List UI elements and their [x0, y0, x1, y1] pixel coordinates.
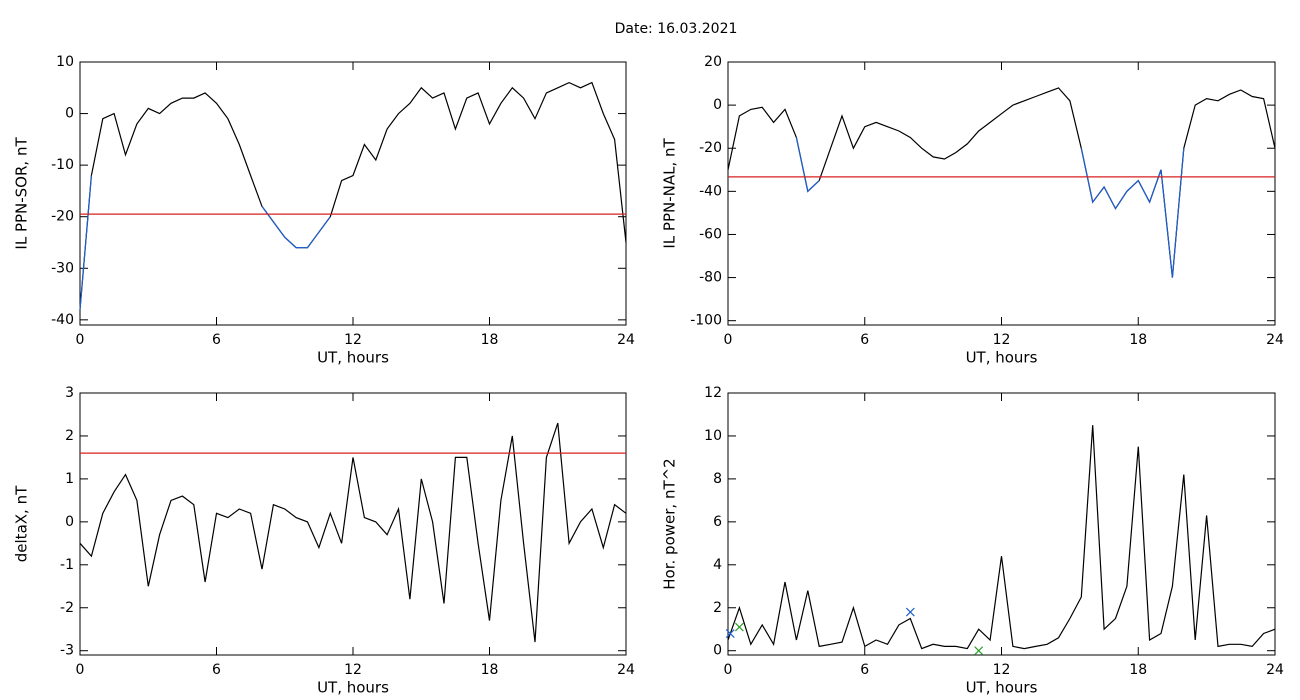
x-tick-label: 0 — [76, 662, 85, 678]
x-tick-label: 18 — [1129, 662, 1147, 678]
y-axis-label: IL PPN-SOR, nT — [13, 137, 31, 250]
x-tick-label: 18 — [1129, 332, 1147, 348]
plot-frame — [79, 392, 627, 656]
data-line — [79, 422, 627, 643]
data-line — [727, 87, 1276, 278]
x-tick-label: 6 — [860, 662, 869, 678]
point-marker — [725, 629, 735, 638]
data-line — [79, 81, 627, 310]
y-tick-label: 2 — [713, 600, 722, 616]
y-tick-label: 1 — [65, 471, 74, 487]
y-axis-label: Hor. power, nT^2 — [661, 458, 679, 589]
x-tick-label: 24 — [617, 662, 635, 678]
x-tick-label: 0 — [76, 332, 85, 348]
x-tick-label: 12 — [993, 332, 1011, 348]
x-tick-label: 24 — [1266, 332, 1284, 348]
point-marker — [734, 622, 744, 632]
y-tick-label: 0 — [65, 514, 74, 530]
x-tick-label: 12 — [993, 662, 1011, 678]
x-tick-label: 24 — [617, 332, 635, 348]
x-tick-label: 12 — [344, 332, 362, 348]
x-axis-label: UT, hours — [966, 679, 1038, 697]
x-tick-label: 0 — [724, 332, 733, 348]
y-tick-label: 20 — [704, 54, 722, 70]
x-tick-label: 12 — [344, 662, 362, 678]
x-tick-label: 6 — [212, 662, 221, 678]
y-axis-label: IL PPN-NAL, nT — [661, 138, 679, 249]
y-tick-label: -1 — [60, 557, 74, 573]
y-tick-label: -30 — [51, 260, 74, 276]
x-tick-label: 18 — [481, 662, 499, 678]
y-tick-label: 0 — [65, 106, 74, 122]
data-line — [79, 175, 331, 310]
y-tick-label: -20 — [51, 209, 74, 225]
y-tick-label: 4 — [713, 557, 722, 573]
plot-frame — [79, 61, 627, 326]
y-tick-label: 8 — [713, 471, 722, 487]
x-tick-label: 18 — [481, 332, 499, 348]
y-tick-label: -20 — [699, 140, 722, 156]
y-tick-label: 0 — [713, 643, 722, 659]
y-tick-label: 3 — [65, 385, 74, 401]
data-line — [727, 425, 1276, 650]
point-marker — [974, 646, 984, 656]
figure-title: Date: 16.03.2021 — [615, 21, 738, 37]
y-tick-label: 12 — [704, 385, 722, 401]
y-tick-label: 10 — [704, 428, 722, 444]
y-tick-label: -40 — [699, 183, 722, 199]
x-axis-label: UT, hours — [317, 679, 389, 697]
x-tick-label: 6 — [212, 332, 221, 348]
y-tick-label: 0 — [713, 97, 722, 113]
data-line — [795, 137, 1185, 278]
y-tick-label: -60 — [699, 226, 722, 242]
y-tick-label: -100 — [690, 313, 722, 329]
x-tick-label: 24 — [1266, 662, 1284, 678]
y-tick-label: -10 — [51, 157, 74, 173]
x-axis-label: UT, hours — [966, 349, 1038, 367]
y-axis-label: deltaX, nT — [13, 485, 31, 562]
point-marker — [905, 607, 915, 617]
plot-frame — [727, 61, 1276, 326]
y-tick-label: 2 — [65, 428, 74, 444]
x-tick-label: 0 — [724, 662, 733, 678]
y-tick-label: -3 — [60, 643, 74, 659]
y-tick-label: -80 — [699, 270, 722, 286]
y-tick-label: 10 — [56, 54, 74, 70]
y-tick-label: -40 — [51, 312, 74, 328]
y-tick-label: 6 — [713, 514, 722, 530]
x-axis-label: UT, hours — [317, 349, 389, 367]
y-tick-label: -2 — [60, 600, 74, 616]
x-tick-label: 6 — [860, 332, 869, 348]
